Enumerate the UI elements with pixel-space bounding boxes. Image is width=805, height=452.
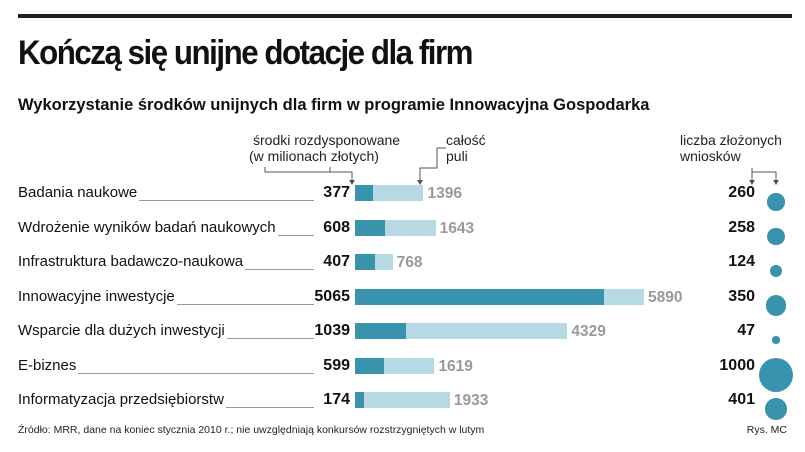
row-label: Wsparcie dla dużych inwestycji	[18, 322, 227, 339]
applications-bubble	[759, 357, 793, 392]
pool-bar	[355, 392, 450, 408]
spent-value: 407	[323, 253, 350, 270]
pool-bar	[355, 323, 568, 339]
source-note: Źródło: MRR, dane na koniec stycznia 201…	[18, 424, 485, 436]
pool-value: 4329	[571, 323, 606, 340]
row-label: Wdrożenie wyników badań naukowych	[18, 218, 278, 236]
pool-value: 1619	[438, 357, 473, 375]
header-apps-line1: liczba złożonych	[680, 132, 782, 148]
applications-value: 124	[728, 253, 755, 270]
spent-bar	[355, 288, 604, 305]
applications-bubble	[767, 193, 785, 211]
applications-value: 260	[728, 184, 755, 201]
header-spent-line1: środki rozdysponowane	[253, 132, 401, 148]
pool-value: 1643	[439, 219, 475, 237]
header-spent-line2: (w milionach złotych)	[249, 148, 379, 164]
pool-value: 768	[396, 254, 423, 271]
applications-value: 258	[728, 218, 755, 236]
applications-bubble	[765, 295, 787, 316]
row-label: Infrastruktura badawczo-naukowa	[18, 253, 246, 270]
pool-value: 1396	[427, 185, 462, 202]
chart-subtitle: Wykorzystanie środków unijnych dla firm …	[18, 96, 650, 114]
row-label: E-biznes	[18, 356, 79, 374]
applications-bubble	[765, 398, 787, 420]
applications-value: 350	[728, 287, 755, 305]
row-leader-line	[18, 372, 314, 374]
row-leader-line	[18, 200, 314, 201]
spent-value: 377	[323, 184, 350, 201]
applications-bubble	[767, 227, 785, 246]
applications-value: 401	[728, 391, 755, 408]
spent-bar	[355, 323, 406, 339]
spent-value: 1039	[314, 322, 350, 339]
spent-value: 599	[323, 356, 350, 374]
page-title: Kończą się unijne dotacje dla firm	[18, 34, 474, 72]
spent-bar	[355, 254, 375, 270]
header-pool-line2: puli	[446, 148, 468, 164]
spent-value: 608	[323, 218, 350, 236]
pool-value: 1933	[453, 392, 489, 409]
header-pool-line1: całość	[446, 132, 486, 148]
applications-bubble	[772, 336, 780, 344]
top-rule	[18, 14, 792, 18]
spent-bar	[355, 392, 364, 408]
row-label: Innowacyjne inwestycje	[18, 287, 177, 305]
spent-value: 5065	[314, 287, 350, 305]
spent-bar	[355, 185, 374, 201]
pool-value: 5890	[648, 288, 683, 306]
applications-bubble	[770, 265, 782, 277]
credit-note: Rys. MC	[746, 424, 787, 436]
spent-bar	[355, 357, 385, 374]
spent-bar	[355, 219, 385, 236]
row-label: Badania naukowe	[18, 184, 140, 201]
applications-value: 1000	[719, 356, 755, 374]
row-label: Informatyzacja przedsiębiorstw	[18, 391, 226, 408]
header-apps-line2: wniosków	[680, 148, 741, 164]
spent-value: 174	[323, 391, 350, 408]
applications-value: 47	[737, 322, 755, 339]
